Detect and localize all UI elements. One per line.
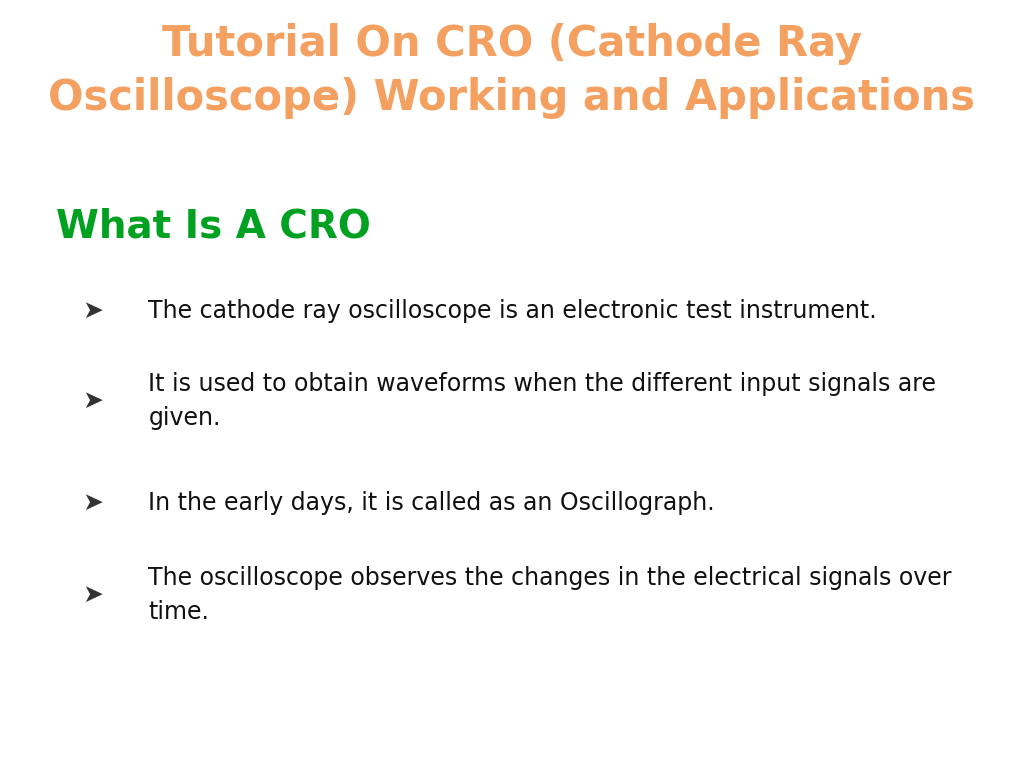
Text: What Is A CRO: What Is A CRO [56, 207, 371, 245]
Text: The oscilloscope observes the changes in the electrical signals over
time.: The oscilloscope observes the changes in… [148, 567, 952, 624]
Text: Tutorial On CRO (Cathode Ray
Oscilloscope) Working and Applications: Tutorial On CRO (Cathode Ray Oscilloscop… [48, 23, 976, 118]
Text: It is used to obtain waveforms when the different input signals are
given.: It is used to obtain waveforms when the … [148, 372, 937, 429]
Text: ➤: ➤ [82, 299, 103, 323]
Text: In the early days, it is called as an Oscillograph.: In the early days, it is called as an Os… [148, 491, 715, 515]
Text: ➤: ➤ [82, 491, 103, 515]
Text: ➤: ➤ [82, 389, 103, 413]
Text: The cathode ray oscilloscope is an electronic test instrument.: The cathode ray oscilloscope is an elect… [148, 299, 878, 323]
Text: ➤: ➤ [82, 583, 103, 607]
